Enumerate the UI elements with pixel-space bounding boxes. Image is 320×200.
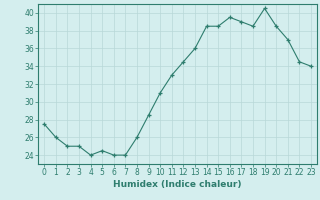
X-axis label: Humidex (Indice chaleur): Humidex (Indice chaleur)	[113, 180, 242, 189]
